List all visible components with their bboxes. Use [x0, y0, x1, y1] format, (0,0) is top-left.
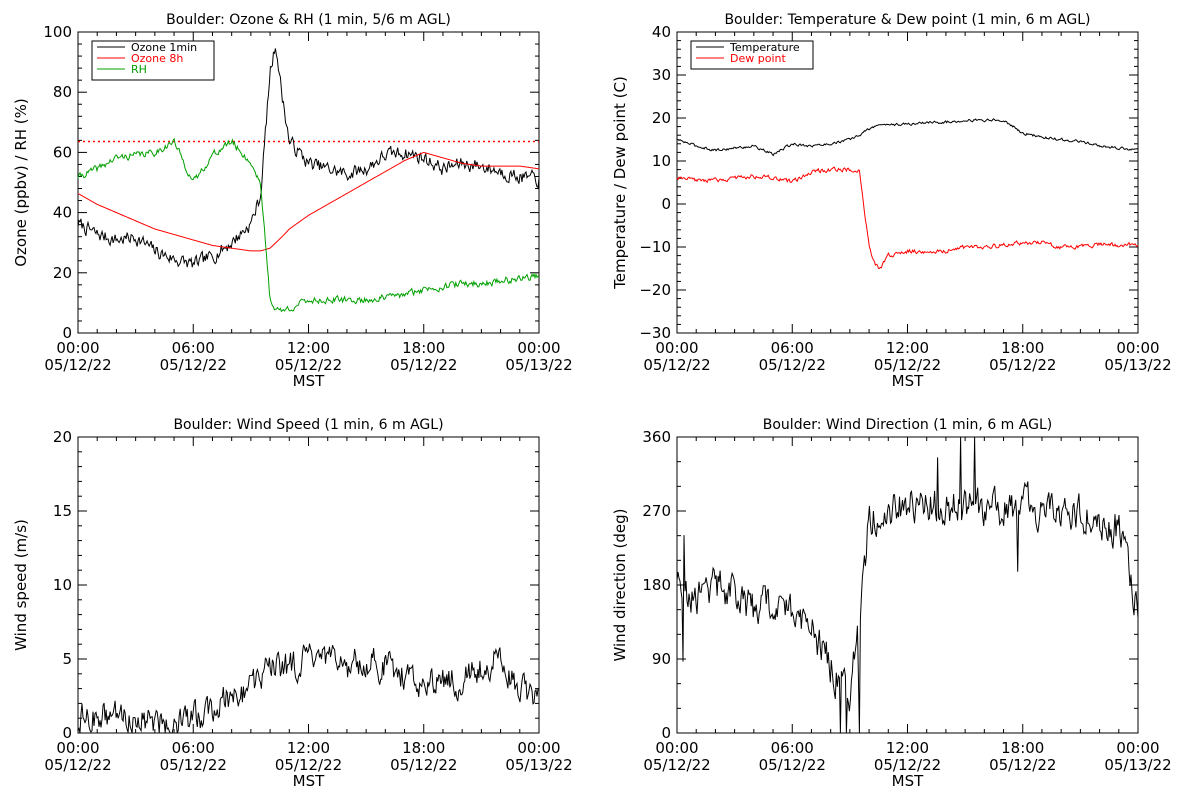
- x-axis-label: MST: [892, 772, 924, 790]
- y-tick-label: 60: [53, 143, 72, 161]
- chart-title: Boulder: Wind Direction (1 min, 6 m AGL): [763, 417, 1052, 433]
- x-tick-label-time: 12:00: [287, 739, 330, 757]
- y-tick-label: 0: [661, 724, 671, 742]
- y-tick-label: 5: [62, 650, 72, 668]
- plot-frame: [676, 436, 1139, 734]
- x-tick-label-date: 05/12/22: [275, 356, 342, 374]
- series-line-ozone-8h: [77, 151, 540, 252]
- x-tick-label-time: 00:00: [517, 339, 560, 357]
- series-line-main: [77, 643, 540, 734]
- x-tick-label-time: 00:00: [517, 739, 560, 757]
- x-tick-label-time: 18:00: [402, 339, 445, 357]
- x-tick-label-date: 05/13/22: [1104, 756, 1171, 774]
- x-tick-label-time: 00:00: [56, 739, 99, 757]
- x-tick-label-date: 05/13/22: [1104, 356, 1171, 374]
- y-axis-label: Wind speed (m/s): [12, 519, 30, 651]
- series-line-temperature: [676, 118, 1139, 157]
- y-tick-label: 20: [53, 264, 72, 282]
- y-tick-label: 15: [53, 502, 72, 520]
- series-line-main: [676, 436, 1139, 734]
- y-tick-label: 10: [652, 152, 671, 170]
- y-tick-label: 360: [642, 428, 671, 446]
- y-tick-label: 0: [62, 324, 72, 342]
- legend-label: Ozone 8h: [131, 52, 183, 65]
- y-tick-label: 10: [53, 576, 72, 594]
- y-tick-label: −30: [639, 324, 671, 342]
- x-tick-label-time: 18:00: [402, 739, 445, 757]
- x-tick-label-date: 05/13/22: [505, 356, 572, 374]
- y-tick-label: 90: [652, 650, 671, 668]
- x-tick-label-time: 18:00: [1001, 339, 1044, 357]
- plot-frame: [676, 31, 1139, 334]
- chart-title: Boulder: Temperature & Dew point (1 min,…: [724, 12, 1090, 28]
- x-tick-label-date: 05/12/22: [160, 756, 227, 774]
- chart-title: Boulder: Ozone & RH (1 min, 5/6 m AGL): [166, 12, 451, 28]
- x-tick-label-date: 05/12/22: [874, 756, 941, 774]
- temperature-dewpoint-panel: Boulder: Temperature & Dew point (1 min,…: [611, 12, 1172, 390]
- x-axis-label: MST: [293, 372, 325, 390]
- chart-title: Boulder: Wind Speed (1 min, 6 m AGL): [173, 417, 443, 433]
- series-line-rh: [77, 137, 540, 313]
- x-tick-label-date: 05/12/22: [390, 756, 457, 774]
- x-tick-label-date: 05/13/22: [505, 756, 572, 774]
- legend-label: RH: [131, 63, 147, 76]
- y-tick-label: 100: [43, 23, 72, 41]
- y-axis-label: Wind direction (deg): [611, 509, 629, 662]
- x-tick-label-time: 00:00: [655, 739, 698, 757]
- legend-box: [690, 40, 814, 70]
- y-tick-label: 0: [661, 195, 671, 213]
- x-tick-label-date: 05/12/22: [44, 356, 111, 374]
- x-tick-label-time: 12:00: [886, 339, 929, 357]
- x-tick-label-time: 06:00: [771, 339, 814, 357]
- y-tick-label: 30: [652, 66, 671, 84]
- x-tick-label-date: 05/12/22: [275, 756, 342, 774]
- y-tick-label: 80: [53, 83, 72, 101]
- legend-label: Dew point: [730, 52, 786, 65]
- x-tick-label-date: 05/12/22: [759, 756, 826, 774]
- y-tick-label: 40: [53, 204, 72, 222]
- y-tick-label: 20: [652, 109, 671, 127]
- x-tick-label-date: 05/12/22: [874, 356, 941, 374]
- x-tick-label-time: 00:00: [56, 339, 99, 357]
- x-tick-label-date: 05/12/22: [160, 356, 227, 374]
- ozone-rh-panel: Boulder: Ozone & RH (1 min, 5/6 m AGL) 0 2…: [12, 12, 573, 390]
- x-tick-label-date: 05/12/22: [643, 356, 710, 374]
- y-tick-label: −20: [639, 281, 671, 299]
- x-tick-label-time: 06:00: [172, 339, 215, 357]
- legend-label: Temperature: [729, 41, 800, 54]
- x-tick-label-date: 05/12/22: [643, 756, 710, 774]
- x-tick-label-time: 18:00: [1001, 739, 1044, 757]
- y-tick-label: 40: [652, 23, 671, 41]
- x-tick-label-date: 05/12/22: [989, 756, 1056, 774]
- x-axis-label: MST: [293, 772, 325, 790]
- y-tick-label: 270: [642, 502, 671, 520]
- x-tick-label-date: 05/12/22: [390, 356, 457, 374]
- x-tick-label-time: 00:00: [1116, 739, 1159, 757]
- x-axis-label: MST: [892, 372, 924, 390]
- y-tick-label: 0: [62, 724, 72, 742]
- x-tick-label-time: 12:00: [287, 339, 330, 357]
- y-axis-label: Ozone (ppbv) / RH (%): [12, 98, 30, 267]
- x-tick-label-time: 06:00: [172, 739, 215, 757]
- y-tick-label: 180: [642, 576, 671, 594]
- x-tick-label-time: 06:00: [771, 739, 814, 757]
- x-tick-label-time: 12:00: [886, 739, 929, 757]
- x-tick-label-date: 05/12/22: [44, 756, 111, 774]
- y-tick-label: −10: [639, 238, 671, 256]
- x-tick-label-time: 00:00: [655, 339, 698, 357]
- x-tick-label-date: 05/12/22: [759, 356, 826, 374]
- series-line-ozone-1min: [77, 48, 540, 268]
- x-tick-label-time: 00:00: [1116, 339, 1159, 357]
- x-tick-label-date: 05/12/22: [989, 356, 1056, 374]
- legend-label: Ozone 1min: [131, 41, 197, 54]
- wind-direction-panel: Boulder: Wind Direction (1 min, 6 m AGL)…: [611, 417, 1172, 790]
- y-tick-label: 20: [53, 428, 72, 446]
- wind-speed-panel: Boulder: Wind Speed (1 min, 6 m AGL) 0 5 10…: [12, 417, 573, 790]
- plot-frame: [77, 436, 540, 734]
- y-axis-label: Temperature / Dew point (C): [611, 76, 629, 290]
- series-line-dew-point: [676, 166, 1139, 270]
